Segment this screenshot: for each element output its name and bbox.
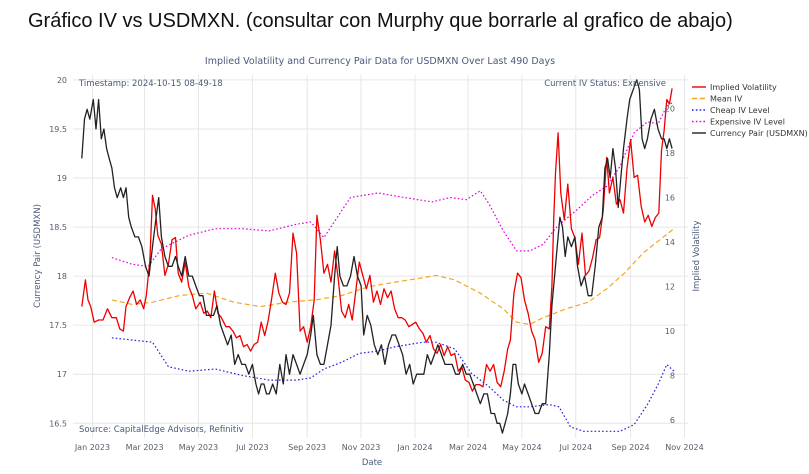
x-tick-label: Sep 2023 bbox=[288, 443, 326, 452]
x-tick-label: Jan 2023 bbox=[74, 443, 110, 452]
x-tick-label: Mar 2024 bbox=[449, 443, 487, 452]
x-tick-label: Nov 2024 bbox=[665, 443, 704, 452]
iv-status-annotation: Current IV Status: Expensive bbox=[544, 79, 666, 89]
cheap-iv-level-line bbox=[111, 337, 675, 432]
y-right-tick-label: 20 bbox=[665, 104, 675, 113]
mean-iv-line bbox=[111, 228, 675, 325]
y-right-tick-label: 8 bbox=[670, 372, 675, 381]
y-right-tick-label: 16 bbox=[665, 193, 675, 202]
expensive-iv-level-line bbox=[111, 101, 675, 268]
y-left-tick-label: 19.5 bbox=[49, 125, 67, 134]
legend-label: Currency Pair (USDMXN) bbox=[710, 129, 808, 138]
y-right-tick-label: 10 bbox=[665, 327, 675, 336]
y-right-tick-label: 14 bbox=[665, 238, 675, 247]
x-axis-ticks: Jan 2023 Mar 2023 May 2023 Jul 2023 Sep 2023… bbox=[74, 443, 704, 452]
timestamp-annotation: Timestamp: 2024-10-15 08-49-18 bbox=[78, 79, 223, 89]
plot-lines bbox=[81, 79, 675, 434]
y-left-tick-label: 20 bbox=[57, 76, 67, 85]
y-right-axis-title: Implied Volatility bbox=[692, 221, 702, 292]
legend-label: Mean IV bbox=[710, 95, 743, 104]
y-left-axis-ticks: 16.5 17 17.5 18 18.5 19 19.5 20 bbox=[49, 76, 67, 428]
x-tick-label: Jan 2024 bbox=[396, 443, 432, 452]
y-right-tick-label: 18 bbox=[665, 149, 675, 158]
y-right-axis-ticks: 6 8 10 12 14 16 18 20 bbox=[665, 104, 675, 425]
source-annotation: Source: CapitalEdge Advisors, Refinitiv bbox=[79, 425, 244, 435]
x-tick-label: Jul 2023 bbox=[235, 443, 269, 452]
y-left-axis-title: Currency Pair (USDMXN) bbox=[33, 204, 43, 308]
y-left-tick-label: 19 bbox=[57, 174, 67, 183]
legend-label: Expensive IV Level bbox=[710, 118, 785, 127]
x-tick-label: May 2024 bbox=[502, 443, 541, 452]
x-tick-label: Jul 2024 bbox=[558, 443, 592, 452]
chart-legend: Implied Volatility Mean IV Cheap IV Level E… bbox=[692, 83, 808, 138]
y-left-tick-label: 17 bbox=[57, 370, 67, 379]
implied-volatility-line bbox=[81, 88, 673, 392]
currency-pair-usdmxn-line bbox=[81, 79, 673, 434]
legend-label: Cheap IV Level bbox=[710, 106, 770, 115]
y-left-tick-label: 18.5 bbox=[49, 223, 67, 232]
y-left-tick-label: 16.5 bbox=[49, 419, 67, 428]
chart-title: Implied Volatility and Currency Pair Dat… bbox=[205, 56, 555, 67]
page-heading: Gráfico IV vs USDMXN. (consultar con Mur… bbox=[28, 10, 733, 32]
x-tick-label: Sep 2024 bbox=[612, 443, 650, 452]
y-left-tick-label: 18 bbox=[57, 272, 67, 281]
y-left-tick-label: 17.5 bbox=[49, 321, 67, 330]
x-tick-label: Nov 2023 bbox=[342, 443, 381, 452]
legend-label: Implied Volatility bbox=[710, 83, 777, 92]
x-tick-label: May 2023 bbox=[179, 443, 218, 452]
y-right-tick-label: 6 bbox=[670, 416, 675, 425]
chart-grid bbox=[73, 75, 688, 438]
x-axis-title: Date bbox=[362, 458, 382, 468]
y-right-tick-label: 12 bbox=[665, 283, 675, 292]
x-tick-label: Mar 2023 bbox=[126, 443, 164, 452]
